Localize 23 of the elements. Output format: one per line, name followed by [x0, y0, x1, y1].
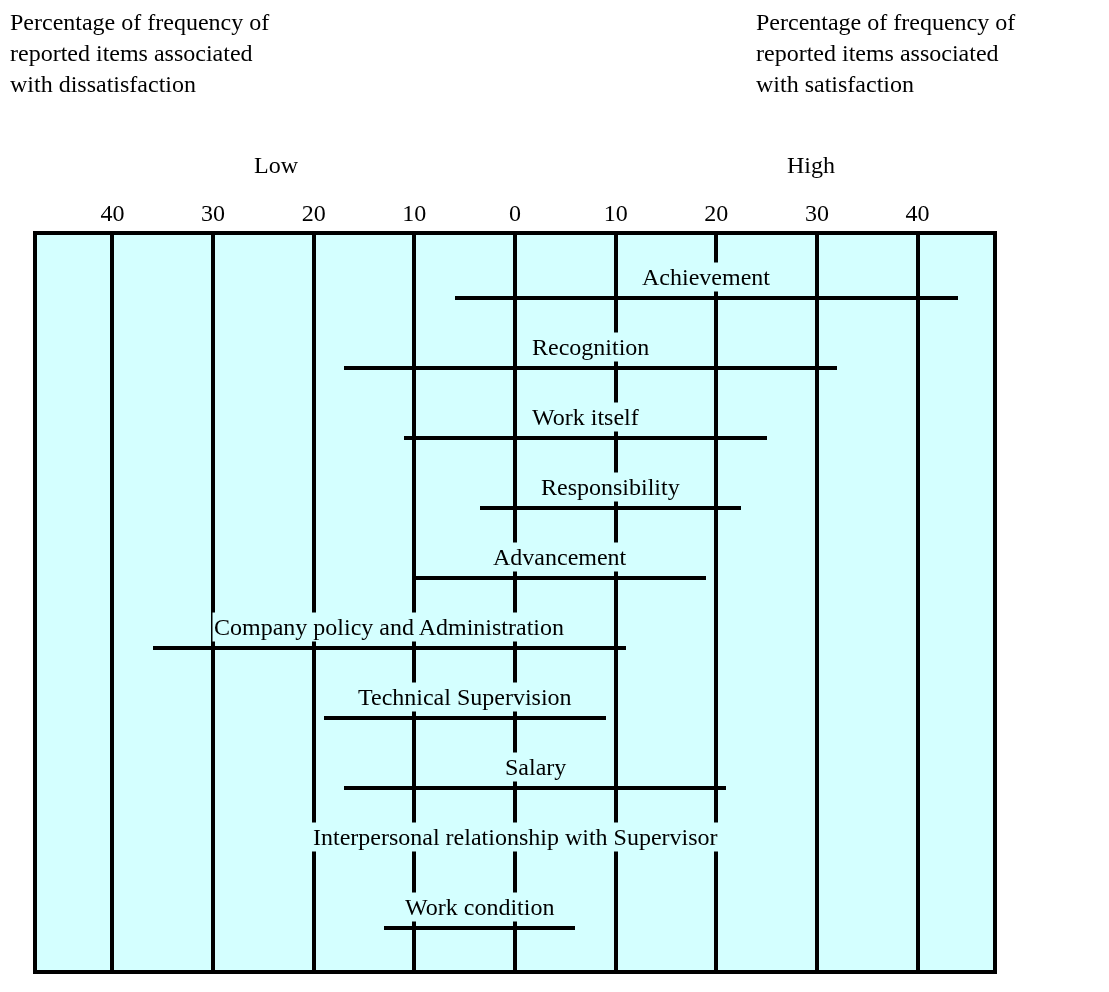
y-tick-label: Achievement	[642, 264, 771, 290]
y-tick-label: Work condition	[405, 894, 555, 920]
x-tick-label: 10	[402, 200, 427, 227]
x-tick-label: 40	[100, 200, 125, 227]
y-tick-label: Company policy and Administration	[214, 614, 564, 640]
x-tick-label: 30	[804, 200, 829, 227]
x-tick-label: 30	[201, 200, 226, 227]
text: Percentage of frequency of reported items associated with satisfaction	[756, 9, 1016, 98]
y-tick-label: Recognition	[532, 334, 650, 360]
y-tick-label: Responsibility	[541, 474, 680, 500]
x-tick-label: 0	[509, 200, 521, 227]
y-tick-label: Interpersonal relationship with Supervisor	[313, 824, 718, 850]
y-tick-label: Work itself	[532, 404, 639, 430]
text: Low	[254, 152, 299, 178]
x-tick-label: 20	[704, 200, 729, 227]
text: Percentage of frequency of reported items associated with dissatisfaction	[10, 9, 270, 98]
y-tick-label: Technical Supervision	[358, 684, 572, 710]
x-tick-label: 20	[301, 200, 326, 227]
y-tick-label: Advancement	[493, 544, 627, 570]
x-tick-label: 40	[905, 200, 930, 227]
y-tick-label: Salary	[505, 754, 567, 780]
x-tick-label: 10	[603, 200, 628, 227]
text: High	[787, 152, 835, 178]
